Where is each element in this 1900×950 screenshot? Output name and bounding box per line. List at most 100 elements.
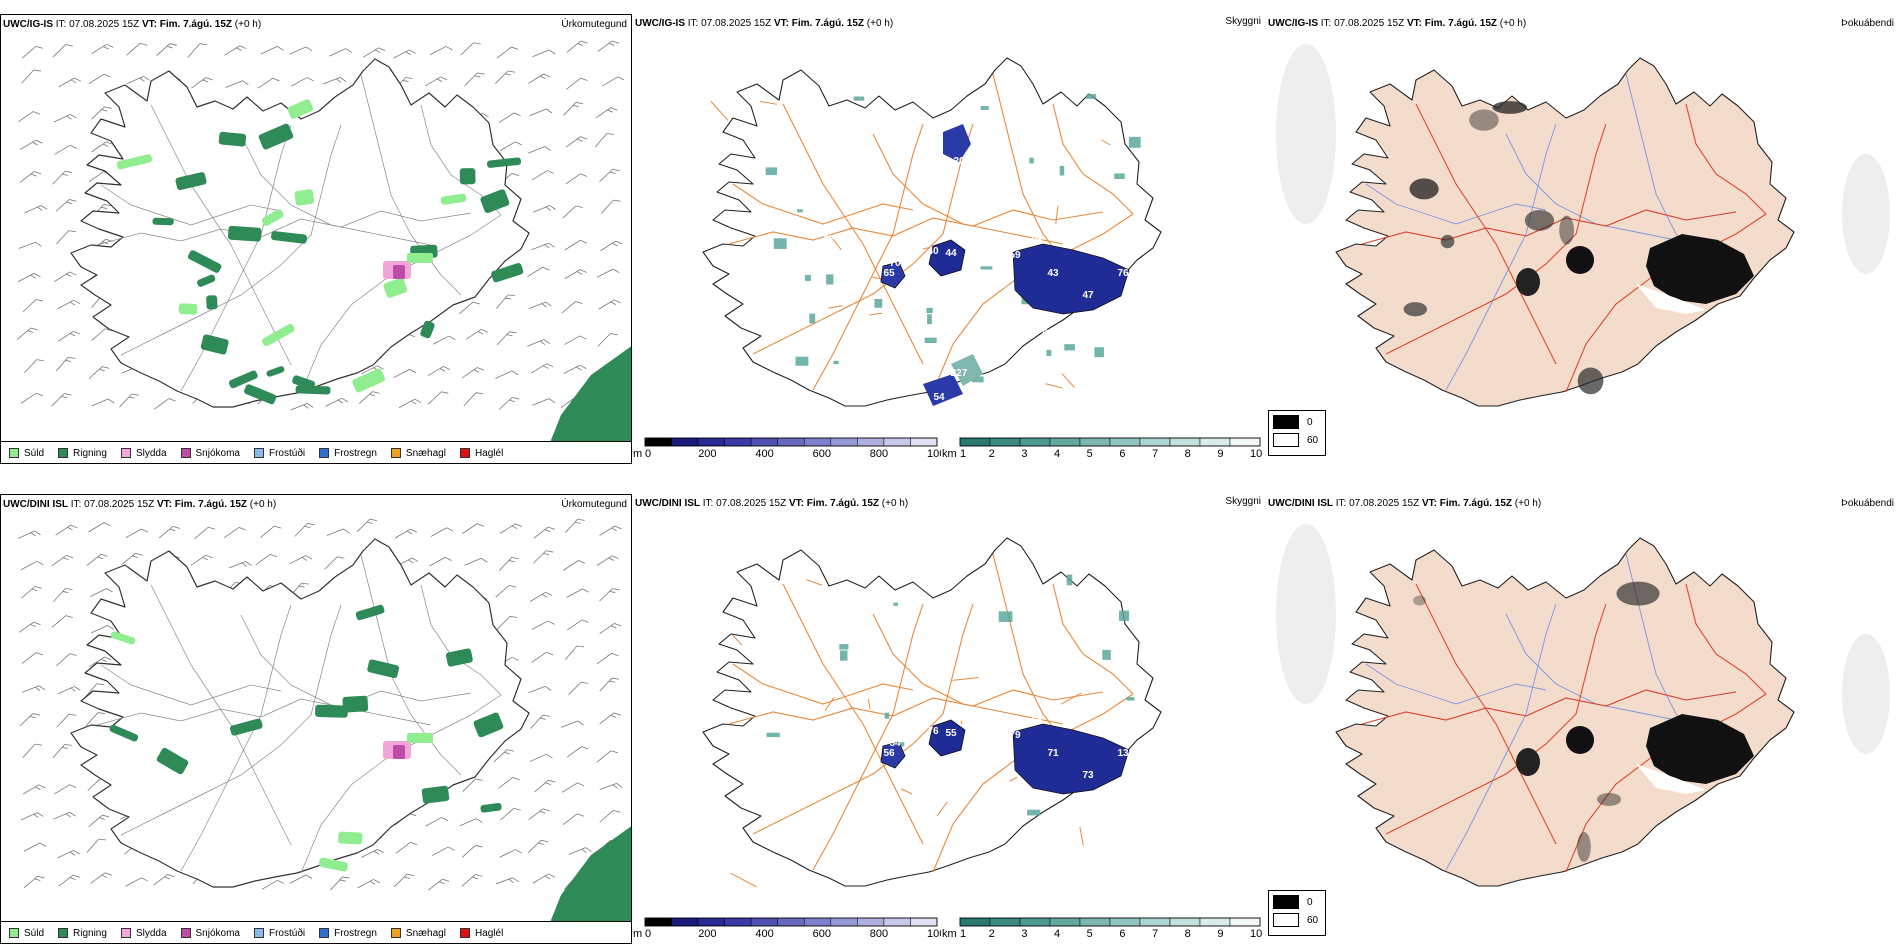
legend-item: Snjókoma (180, 927, 240, 939)
colorbar-tick-label: 9 (1217, 448, 1223, 458)
colorbar-tick-label: 10 (1250, 928, 1262, 938)
colorbar-tick-label: 600 (813, 448, 831, 458)
colorbar-segment (1199, 437, 1231, 447)
legend-label: Haglél (474, 447, 504, 459)
visibility-value-label: 25 (1031, 712, 1043, 723)
legend-swatch (253, 928, 264, 938)
colorbar-segment (1049, 437, 1081, 447)
legend-swatch (319, 928, 330, 938)
panel-header: UWC/DINI ISL IT: 07.08.2025 15Z VT: Fim.… (635, 498, 909, 509)
colorbar-tick-label: 3 (1021, 448, 1027, 458)
colorbar-tick-label: 1 (960, 928, 966, 938)
visibility-value-label: 56 (883, 748, 895, 759)
colorbar-segment (1079, 917, 1111, 927)
panel-title-cloud: Þokuábendi (1841, 18, 1894, 29)
colorbar-segment (989, 437, 1021, 447)
colorbar-unit: km (942, 928, 957, 938)
visibility-value-label: 67 (823, 234, 835, 245)
cloud-legend-swatch (1273, 895, 1299, 909)
legend-label: Súld (24, 447, 45, 459)
visibility-value-label: 13 (1117, 748, 1129, 759)
legend-item: Snæhagl (390, 928, 446, 939)
visibility-value-label: 76 (1117, 268, 1129, 279)
visibility-value-label: 227 (951, 368, 968, 379)
visibility-value-label: 40 (927, 246, 939, 257)
legend-item: Haglél (459, 447, 504, 459)
colorbar-segment (857, 437, 885, 447)
colorbar-unit: m (633, 928, 642, 938)
legend-label: Slydda (135, 447, 167, 459)
cloud-legend-row: 60 (1273, 433, 1325, 447)
legend-item: Frostúði (253, 448, 305, 459)
colorbar-km-row1: km 1 2 3 4 5 6 7 8 9 10 (942, 437, 1262, 458)
visibility-value-label: 40 (937, 410, 949, 421)
colorbar-tick-label: 8 (1185, 928, 1191, 938)
legend-label: Frostregn (334, 447, 377, 459)
legend-label: Rigning (73, 447, 107, 459)
colorbar-segment (1139, 917, 1171, 927)
colorbar-tick-label: 2 (989, 928, 995, 938)
cloud-map-row1 (1266, 14, 1898, 464)
colorbar-tick-label: 5 (1087, 928, 1093, 938)
legend-item: Snæhagl (390, 448, 446, 459)
colorbar-tick-label: 10 (1250, 448, 1262, 458)
legend-swatch (9, 928, 19, 938)
legend-swatch (459, 928, 470, 938)
colorbar-segment (910, 437, 938, 447)
colorbar-segment (1079, 437, 1111, 447)
colorbar-segment (857, 917, 885, 927)
visibility-value-label: 71 (1047, 748, 1059, 759)
precip-legend: Súld Rigning Slydda Snjókoma Frostúði Frostre… (1, 441, 631, 463)
colorbar-segment (1229, 437, 1261, 447)
colorbar-segment (830, 917, 858, 927)
colorbar-tick-label: 8 (1185, 448, 1191, 458)
cloud-legend-row: 0 (1273, 895, 1325, 909)
legend-swatch (9, 448, 19, 458)
colorbar-segment (804, 437, 832, 447)
colorbar-segment (671, 437, 699, 447)
legend-label: Snjókoma (195, 447, 240, 459)
colorbar-unit: km (942, 448, 957, 458)
panel-header: UWC/IG-IS IT: 07.08.2025 15Z VT: Fim. 7.… (3, 19, 262, 30)
cloud-legend-swatch (1273, 913, 1299, 927)
colorbar-segment (750, 917, 778, 927)
cloud-legend-label: 0 (1307, 896, 1313, 908)
colorbar-segment (1019, 917, 1051, 927)
legend-swatch (120, 928, 131, 938)
colorbar-tick-label: 6 (1119, 928, 1125, 938)
colorbar-segment (910, 917, 938, 927)
colorbar-tick-label: 7 (1152, 448, 1158, 458)
panel-title-precip: Úrkomutegund (561, 19, 627, 30)
visibility-panel-row1: 40 70 65 44 59 43 47 76 88 227 54 40 20 19 8 8 67 UWC/IG… (633, 14, 1265, 464)
colorbar-tick-label: 3 (1021, 928, 1027, 938)
precip-panel-row2: UWC/DINI ISL IT: 07.08.2025 15Z VT: Fim.… (0, 494, 632, 944)
legend-item: Rigning (58, 928, 107, 939)
legend-swatch (253, 448, 264, 458)
legend-swatch (319, 448, 330, 458)
cloud-legend: 0 60 (1268, 410, 1326, 456)
panel-title-cloud: Þokuábendi (1841, 498, 1894, 509)
legend-label: Snjókoma (195, 927, 240, 939)
legend-item: Frostregn (319, 928, 377, 939)
colorbar-tick-label: 4 (1054, 928, 1060, 938)
colorbar-segment (1169, 917, 1201, 927)
panel-header: UWC/DINI ISL IT: 07.08.2025 15Z VT: Fim.… (3, 499, 277, 510)
colorbar-tick-label: 1000 (927, 928, 941, 938)
legend-label: Frostregn (334, 927, 377, 939)
colorbar-m-row2: m0 200 400 600 800 1000 (633, 917, 941, 938)
colorbar-segment (777, 917, 805, 927)
legend-item: Haglél (459, 928, 503, 939)
cloud-panel-row2: UWC/DINI ISL IT: 07.08.2025 15Z VT: Fim.… (1266, 494, 1898, 944)
legend-label: Súld (24, 927, 45, 939)
colorbar-segment (697, 917, 725, 927)
visibility-panel-row2: 76 54 56 55 79 71 73 13 25 UWC/DINI ISL IT: 07.0… (633, 494, 1265, 944)
visibility-value-label: 76 (927, 726, 939, 737)
cloud-panel-row1: UWC/IG-IS IT: 07.08.2025 15Z VT: Fim. 7.… (1266, 14, 1898, 464)
colorbar-tick-label: 2 (989, 448, 995, 458)
colorbar-segment (1049, 917, 1081, 927)
colorbar-m-row1: m0 200 400 600 800 1000 (633, 437, 941, 458)
visibility-value-label: 88 (1031, 232, 1043, 243)
colorbar-segment (1229, 917, 1261, 927)
legend-swatch (459, 448, 470, 458)
